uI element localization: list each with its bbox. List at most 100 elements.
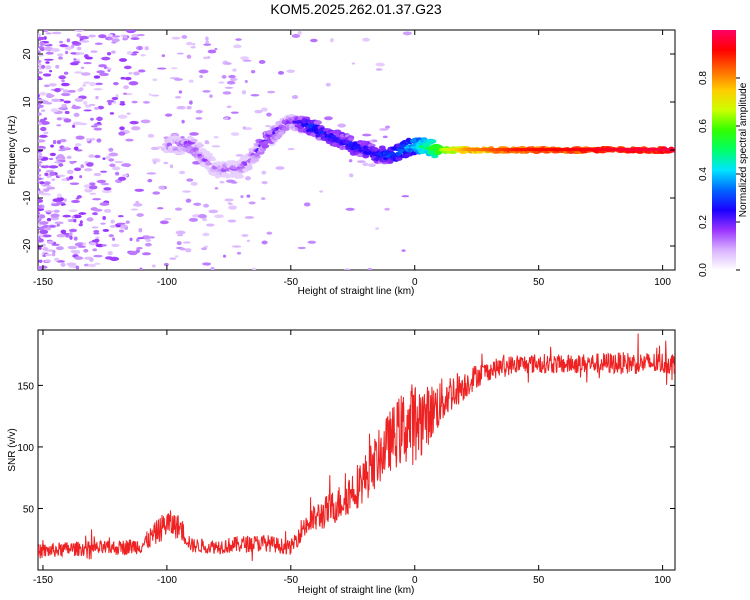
spectrogram-cell bbox=[469, 148, 474, 152]
spectrogram-cell bbox=[333, 129, 342, 134]
x-tick-label: -150 bbox=[33, 575, 53, 586]
spectrogram-cell bbox=[180, 151, 186, 155]
spectrogram-cell bbox=[197, 214, 207, 219]
spectrogram-cell bbox=[126, 51, 133, 55]
spectrogram-cell bbox=[75, 197, 80, 200]
spectrogram-cell bbox=[609, 148, 614, 152]
spectrogram-cell bbox=[58, 75, 66, 80]
spectrogram-cell bbox=[224, 86, 234, 89]
spectrogram-cell bbox=[38, 76, 42, 81]
spectrogram-cell bbox=[77, 245, 86, 248]
spectrogram-cell bbox=[439, 148, 445, 152]
spectrogram-cell bbox=[325, 82, 331, 87]
spectrogram-cell bbox=[151, 264, 156, 268]
spectrogram-cell bbox=[615, 148, 620, 152]
spectrogram-cell bbox=[96, 138, 102, 143]
spectrogram-cell bbox=[48, 157, 54, 161]
spectrogram-cell bbox=[193, 202, 202, 206]
spectrogram-cell bbox=[454, 148, 459, 152]
spectrogram-cell bbox=[180, 136, 185, 139]
spectrogram-cell bbox=[537, 148, 543, 152]
spectrogram-cell bbox=[85, 56, 93, 60]
spectrogram-cell bbox=[128, 250, 138, 256]
spectrogram-cell bbox=[573, 148, 578, 152]
spectrogram-cell bbox=[124, 76, 132, 81]
spectrogram-cell bbox=[221, 74, 227, 79]
spectrogram-cell bbox=[378, 128, 389, 131]
spectrogram-cell bbox=[107, 101, 112, 106]
spectrogram-cell bbox=[214, 214, 224, 219]
spectrogram-cell bbox=[51, 203, 61, 207]
spectrogram-cell bbox=[92, 197, 102, 201]
spectrogram-cell bbox=[246, 194, 251, 198]
spectrogram-cell bbox=[161, 54, 166, 58]
spectrogram-cell bbox=[546, 148, 552, 152]
spectrogram-cell bbox=[138, 46, 142, 50]
spectrogram-cell bbox=[410, 145, 417, 150]
spectrogram-cell bbox=[496, 148, 501, 152]
spectrogram-cell bbox=[244, 79, 248, 84]
spectrogram-cell bbox=[111, 237, 116, 241]
spectrogram-cell bbox=[57, 154, 64, 159]
spectrogram-cell bbox=[83, 81, 91, 84]
snr-y-ticks: 50 100 150 bbox=[17, 381, 675, 515]
spectrogram-cell bbox=[50, 144, 54, 148]
spectrogram-cell bbox=[139, 267, 143, 270]
spectrogram-cell bbox=[86, 217, 94, 222]
spectrogram-cell bbox=[313, 120, 322, 125]
spectrogram-cell bbox=[156, 67, 167, 70]
spectrogram-cell bbox=[558, 148, 564, 152]
spectrogram-cell bbox=[85, 104, 89, 107]
spectrogram-cell bbox=[356, 160, 366, 163]
spectrogram-cell bbox=[69, 235, 73, 240]
spectrogram-cell bbox=[665, 148, 671, 152]
spectrogram-cell bbox=[73, 146, 79, 151]
spectrogram-cell bbox=[641, 148, 647, 152]
spectrogram-cell bbox=[242, 126, 247, 130]
spectrogram-cell bbox=[463, 148, 468, 152]
spectrogram-cell bbox=[597, 148, 602, 152]
spectrogram-cell bbox=[70, 52, 77, 55]
spectrogram-cell bbox=[626, 148, 632, 152]
spectrogram-cell bbox=[109, 112, 115, 115]
spectrogram-cell bbox=[174, 207, 183, 211]
spectrogram-cell bbox=[582, 148, 587, 152]
spectrogram-cell bbox=[108, 158, 115, 162]
spectrogram-cell bbox=[67, 245, 78, 250]
spectrogram-cell bbox=[319, 190, 324, 193]
spectrogram-cell bbox=[73, 218, 77, 223]
spectrogram-cell bbox=[86, 162, 94, 167]
spectrogram-cell bbox=[499, 148, 504, 152]
spectrogram-cell bbox=[241, 234, 249, 237]
spectrogram-cell bbox=[205, 36, 209, 41]
spectrogram-cell bbox=[38, 259, 43, 263]
spectrogram-cell bbox=[105, 155, 111, 160]
spectrogram-cell bbox=[567, 148, 572, 152]
spectrogram-cell bbox=[367, 163, 376, 168]
spectrogram-cell bbox=[261, 180, 268, 185]
spectrogram-cell bbox=[96, 121, 102, 124]
spectrogram-cell bbox=[534, 148, 540, 152]
spectrogram-cell bbox=[69, 161, 75, 165]
spectrogram-cell bbox=[204, 165, 210, 170]
spectrogram-cell bbox=[351, 62, 356, 65]
spectrogram-cell bbox=[429, 139, 437, 144]
spectrogram-cell bbox=[375, 68, 383, 71]
spectrogram-cell bbox=[44, 259, 52, 263]
spectrogram-cell bbox=[45, 32, 52, 35]
spectrogram-cell bbox=[262, 140, 270, 145]
spectrogram-cell bbox=[171, 36, 181, 40]
spectrogram-cell bbox=[138, 228, 143, 233]
spectrogram-cell bbox=[108, 37, 113, 41]
spectrogram-cell bbox=[58, 56, 63, 60]
spectrogram-cell bbox=[96, 70, 105, 74]
x-tick-label: 0 bbox=[412, 575, 418, 586]
spectrogram-cell bbox=[97, 105, 105, 110]
spectrogram-cell bbox=[147, 178, 153, 183]
spectrogram-cell bbox=[159, 220, 169, 225]
spectrogram-cell bbox=[451, 148, 456, 152]
spectrogram-cell bbox=[178, 90, 183, 94]
spectrogram-cell bbox=[95, 236, 100, 239]
spectrogram-cell bbox=[107, 250, 113, 256]
